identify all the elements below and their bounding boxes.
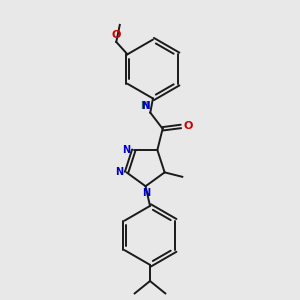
Text: N: N: [142, 101, 150, 111]
Text: O: O: [184, 122, 193, 131]
Text: N: N: [115, 167, 123, 177]
Text: N: N: [122, 145, 130, 155]
Text: N: N: [142, 188, 151, 198]
Text: H: H: [140, 101, 148, 111]
Text: O: O: [112, 31, 121, 40]
